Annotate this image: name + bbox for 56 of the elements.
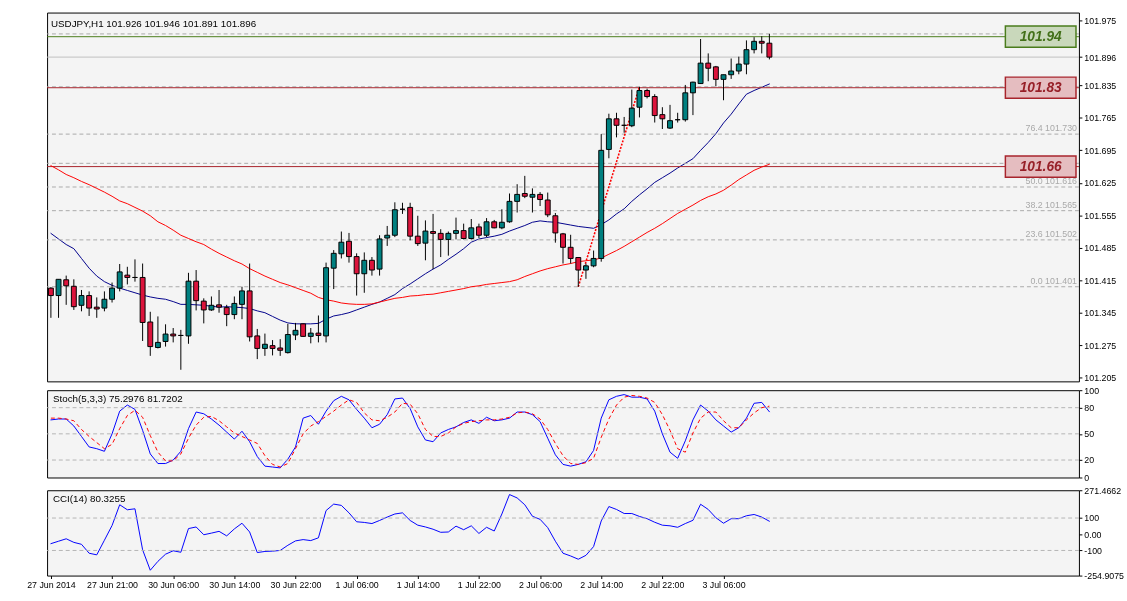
y-tick-label: 0 — [1084, 472, 1090, 483]
x-tick-label: 30 Jun 22:00 — [270, 579, 322, 590]
y-tick-label: -100 — [1084, 545, 1103, 556]
y-tick-label: -254.9075 — [1084, 571, 1125, 582]
x-tick-label: 2 Jul 06:00 — [519, 579, 563, 590]
x-tick-label: 27 Jun 2014 — [27, 579, 76, 590]
x-tick-label: 2 Jul 14:00 — [580, 579, 624, 590]
ref-line-label: 50.0 101.616 — [1025, 176, 1078, 187]
candlestick — [239, 286, 245, 320]
candlestick — [453, 217, 459, 240]
candlestick — [552, 212, 559, 244]
y-tick-label: 101.835 — [1084, 80, 1117, 91]
candlestick — [154, 315, 161, 349]
x-tick-label: 2 Jul 22:00 — [641, 579, 685, 590]
y-tick-label: 100 — [1084, 513, 1100, 524]
x-tick-label: 1 Jul 06:00 — [335, 579, 379, 590]
x-tick-label: 3 Jul 06:00 — [702, 579, 746, 590]
line-series — [50, 494, 770, 571]
y-tick-label: 101.896 — [1084, 52, 1117, 63]
y-tick-label: 101.555 — [1084, 210, 1117, 221]
ref-line-label: 101.94 — [1019, 28, 1063, 44]
y-tick-label: 0.00 — [1084, 529, 1102, 540]
y-tick-label: 100 — [1084, 385, 1100, 396]
ref-line-label: 101.66 — [1019, 158, 1063, 174]
y-tick-label: 101.975 — [1084, 15, 1117, 26]
candlestick — [544, 192, 551, 218]
y-tick-label: 20 — [1084, 455, 1095, 466]
ref-line-label: 101.83 — [1019, 79, 1063, 95]
ref-line-label: 0.0 101.401 — [1030, 275, 1078, 286]
line-series — [50, 83, 770, 325]
y-tick-label: 101.205 — [1084, 373, 1117, 384]
y-tick-label: 101.415 — [1084, 275, 1117, 286]
chart-title: CCI(14) 80.3255 — [52, 493, 126, 505]
candlestick — [560, 232, 566, 265]
y-tick-label: 101.345 — [1084, 308, 1117, 319]
candlestick — [667, 104, 673, 130]
y-tick-label: 101.765 — [1084, 113, 1117, 124]
ref-line-label: 38.2 101.565 — [1025, 199, 1078, 210]
candlestick — [346, 232, 352, 264]
x-tick-label: 30 Jun 14:00 — [209, 579, 261, 590]
x-tick-label: 27 Jun 21:00 — [87, 579, 139, 590]
y-tick-label: 101.695 — [1084, 145, 1117, 156]
x-tick-label: 1 Jul 14:00 — [396, 579, 440, 590]
ref-line-label: 76.4 101.730 — [1025, 123, 1078, 134]
x-tick-label: 30 Jun 06:00 — [148, 579, 200, 590]
y-tick-label: 80 — [1084, 403, 1095, 414]
chart-title: Stoch(5,3,3) 75.2976 81.7202 — [52, 392, 183, 404]
ref-line-label: 23.6 101.502 — [1025, 228, 1078, 239]
text: USDJPY,H1 101.926 101.946 101.891 101.896 — [51, 18, 257, 30]
y-tick-label: 101.275 — [1084, 340, 1117, 351]
y-tick-label: 101.625 — [1084, 178, 1117, 189]
x-tick-label: 1 Jul 22:00 — [457, 579, 502, 590]
candlestick — [498, 208, 505, 230]
y-tick-label: 50 — [1084, 429, 1095, 440]
y-tick-label: 101.485 — [1084, 243, 1117, 254]
y-tick-label: 271.4662 — [1084, 485, 1122, 496]
